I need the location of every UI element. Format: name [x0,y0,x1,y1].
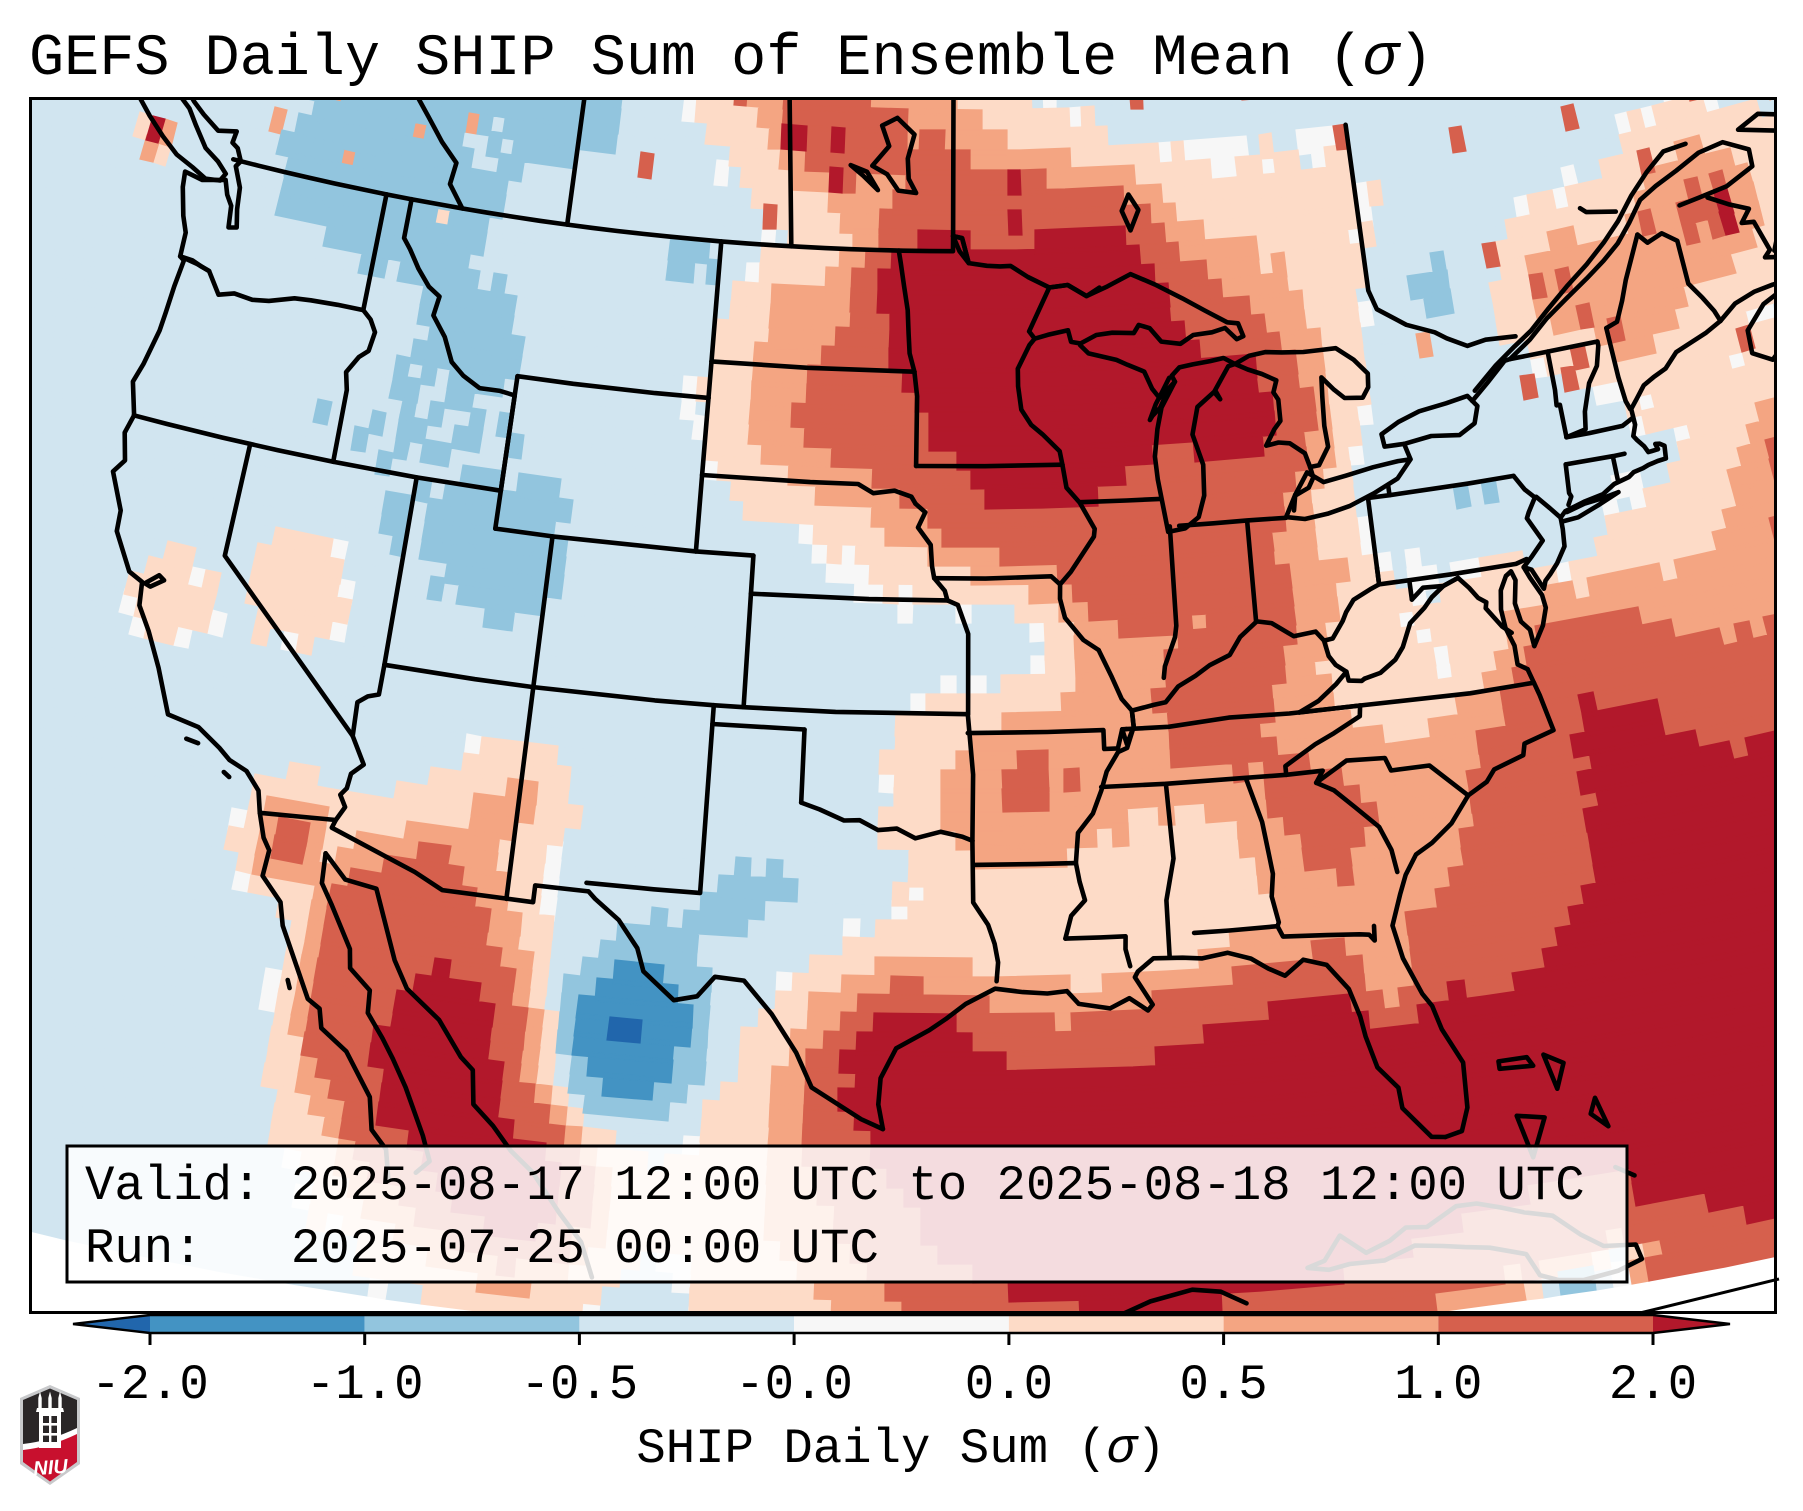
svg-text:Run: 2025-07-25 00:00 UTC: Run: 2025-07-25 00:00 UTC [85,1221,879,1277]
svg-text:-0.5: -0.5 [521,1357,639,1413]
svg-text:0.0: 0.0 [965,1357,1053,1413]
svg-text:2.0: 2.0 [1609,1357,1697,1413]
svg-text:-2.0: -2.0 [91,1357,209,1413]
svg-text:SHIP Daily Sum (σ): SHIP Daily Sum (σ) [636,1421,1165,1477]
svg-text:GEFS Daily SHIP Sum of Ensembl: GEFS Daily SHIP Sum of Ensemble Mean (σ) [29,25,1433,92]
svg-text:1.0: 1.0 [1394,1357,1482,1413]
svg-text:NIU: NIU [33,1456,69,1480]
svg-text:0.5: 0.5 [1179,1357,1267,1413]
svg-text:Valid: 2025-08-17 12:00 UTC to: Valid: 2025-08-17 12:00 UTC to 2025-08-1… [85,1158,1585,1214]
svg-text:-0.0: -0.0 [735,1357,853,1413]
svg-text:-1.0: -1.0 [306,1357,424,1413]
